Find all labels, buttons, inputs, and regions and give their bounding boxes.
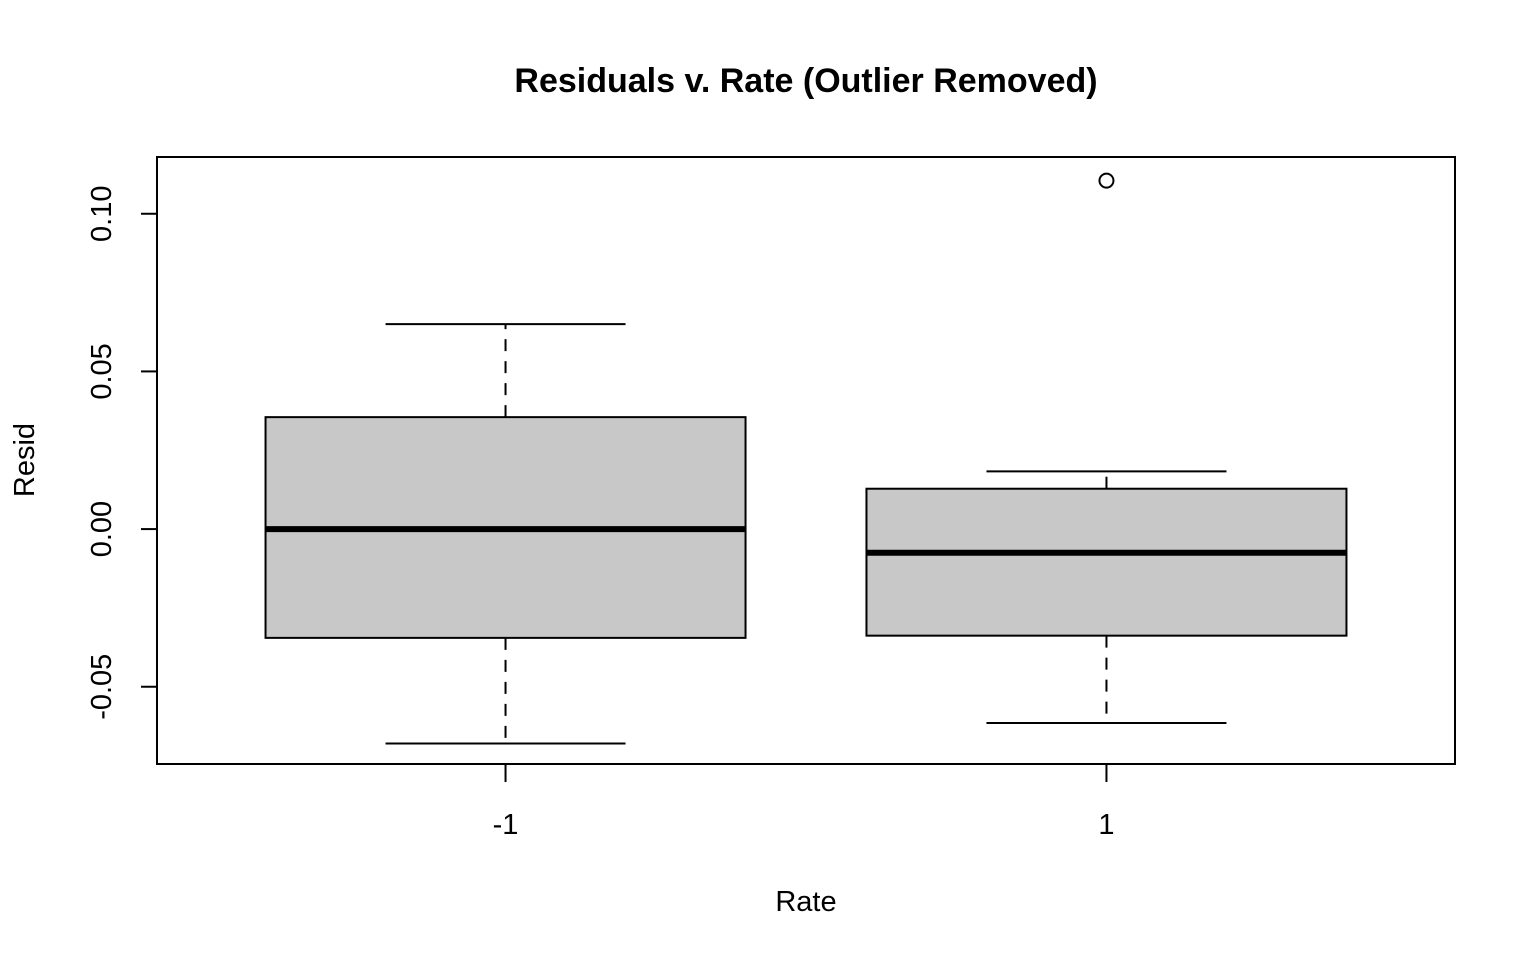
y-tick-label: 0.00	[86, 501, 118, 557]
x-tick-label: 1	[1098, 809, 1114, 841]
y-tick-label: 0.05	[86, 343, 118, 399]
x-tick-label: -1	[493, 809, 519, 841]
y-axis: -0.05 0.00 0.05 0.10	[86, 186, 158, 720]
chart-title: Residuals v. Rate (Outlier Removed)	[514, 62, 1097, 100]
y-axis-label: Resid	[9, 423, 41, 497]
box-group-1	[865, 172, 1348, 725]
y-tick-label: 0.10	[86, 186, 118, 242]
y-tick-label: -0.05	[86, 654, 118, 720]
x-axis-label: Rate	[775, 886, 836, 918]
x-axis: -1 1	[493, 763, 1115, 841]
box-group-0	[264, 323, 747, 745]
iqr-box	[865, 487, 1348, 637]
boxes-layer	[264, 172, 1348, 745]
outlier-point	[1098, 172, 1115, 189]
